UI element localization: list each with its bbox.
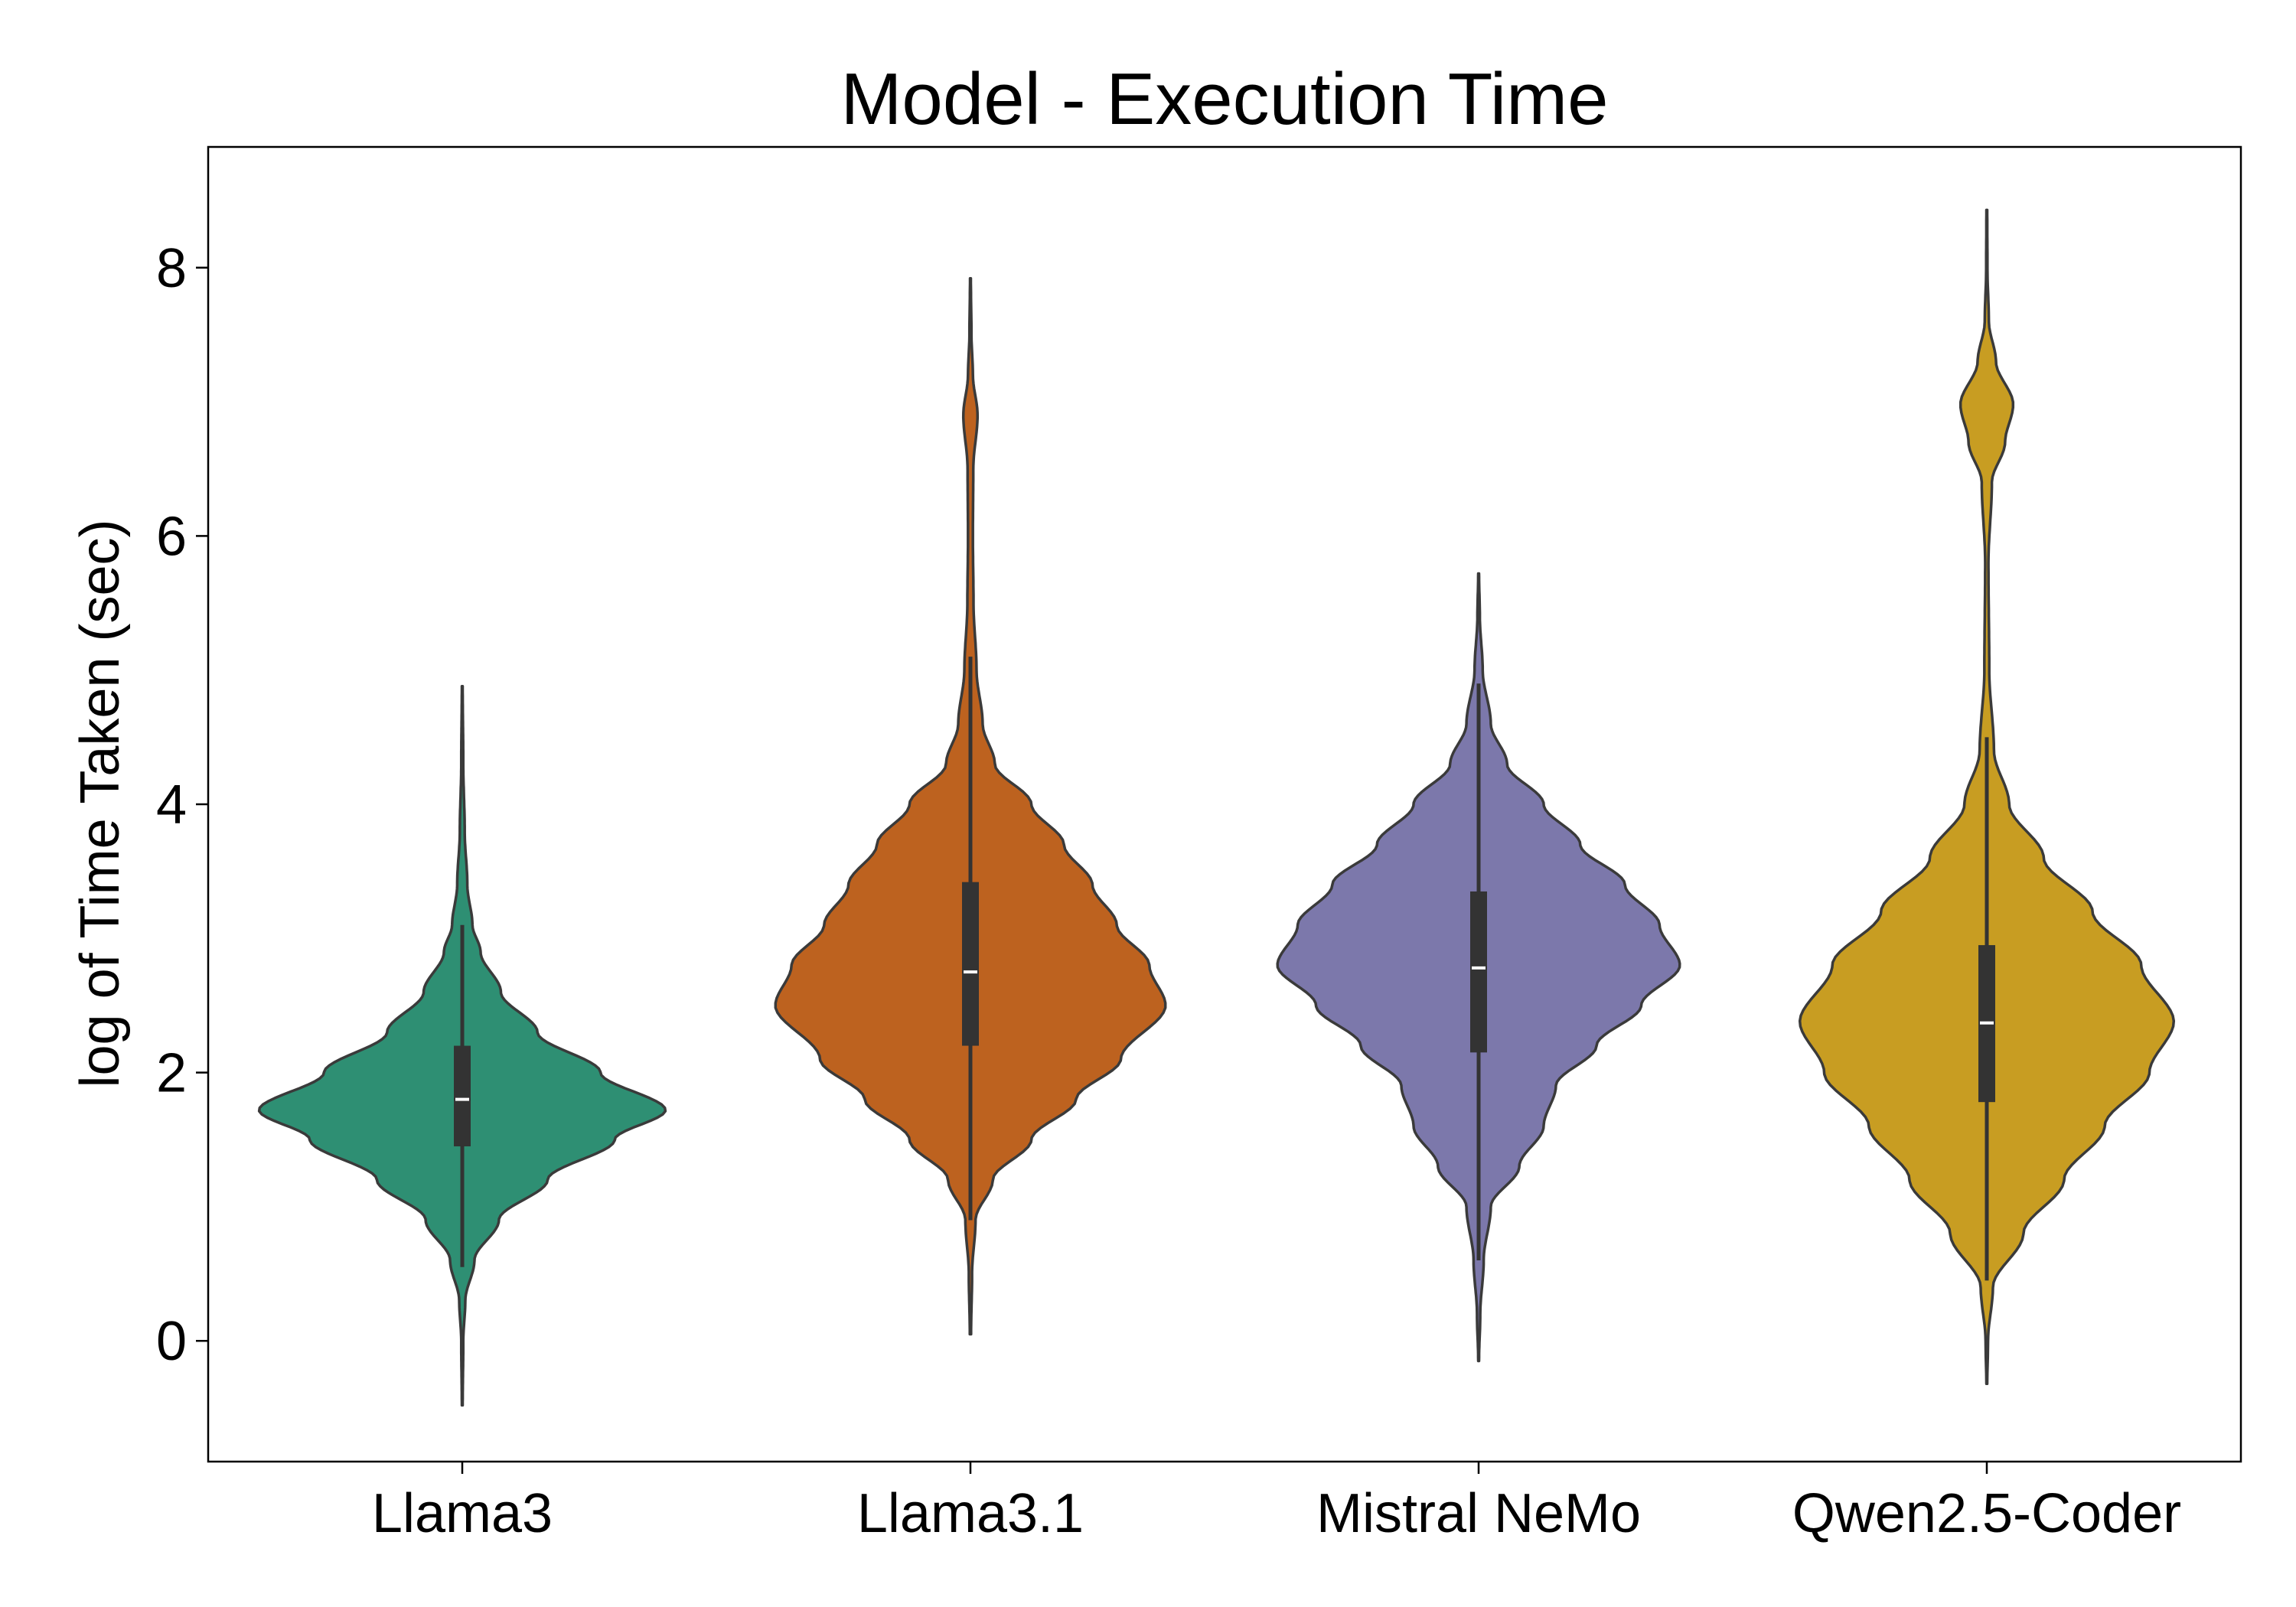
y-tick-label: 4 [156, 774, 187, 836]
chart-title: Model - Execution Time [840, 58, 1608, 140]
x-tick-label: Qwen2.5-Coder [1792, 1483, 2181, 1544]
y-tick-label: 2 [156, 1043, 187, 1104]
y-axis-ticks: 0 2 4 6 8 [156, 238, 208, 1372]
x-tick-label: Llama3.1 [857, 1483, 1084, 1544]
y-tick-label: 8 [156, 238, 187, 299]
y-axis-label: log of Time Taken (sec) [70, 520, 131, 1088]
violin-iqr-box [454, 1045, 471, 1147]
y-tick-label: 6 [156, 506, 187, 567]
x-tick-label: Llama3 [372, 1483, 553, 1544]
x-tick-label: Mistral NeMo [1316, 1483, 1641, 1544]
violin-iqr-box [1470, 891, 1487, 1053]
plot-area-frame [207, 145, 2242, 1463]
violin-iqr-box [962, 882, 979, 1046]
x-axis-ticks: Llama3 Llama3.1 Mistral NeMo Qwen2.5-Coder [372, 1462, 2181, 1544]
violins-group [257, 208, 2176, 1407]
y-tick-label: 0 [156, 1311, 187, 1372]
